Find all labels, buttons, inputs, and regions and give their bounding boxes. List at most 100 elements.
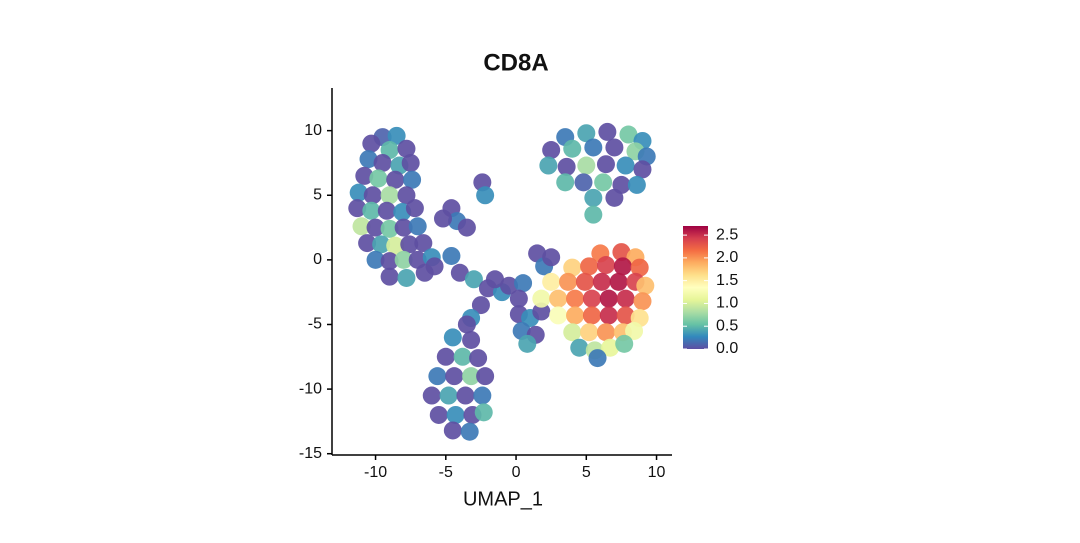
point bbox=[615, 334, 634, 353]
point bbox=[442, 246, 461, 265]
colorbar-tick-label: 0.5 bbox=[716, 317, 738, 334]
point bbox=[599, 306, 618, 325]
x-tick-label: -10 bbox=[364, 464, 387, 481]
point bbox=[542, 272, 561, 291]
point bbox=[397, 139, 416, 158]
point bbox=[446, 405, 465, 424]
point bbox=[500, 276, 519, 295]
point bbox=[596, 155, 615, 174]
point bbox=[574, 173, 593, 192]
point bbox=[403, 170, 422, 189]
y-tick-label: -10 bbox=[299, 380, 322, 397]
point bbox=[633, 292, 652, 311]
point bbox=[588, 349, 607, 368]
point bbox=[598, 122, 617, 141]
point bbox=[366, 218, 385, 237]
colorbar-tick-label: 1.0 bbox=[716, 295, 738, 312]
point bbox=[453, 347, 472, 366]
point bbox=[485, 270, 504, 289]
x-tick-label: 10 bbox=[648, 464, 666, 481]
point bbox=[349, 183, 368, 202]
point bbox=[355, 166, 374, 185]
point bbox=[476, 367, 495, 386]
point bbox=[549, 306, 568, 325]
point bbox=[582, 289, 601, 308]
point bbox=[509, 289, 528, 308]
point bbox=[542, 248, 561, 267]
point bbox=[601, 338, 620, 357]
point bbox=[397, 186, 416, 205]
point bbox=[473, 386, 492, 405]
point bbox=[518, 334, 537, 353]
point bbox=[627, 175, 646, 194]
point bbox=[373, 153, 392, 172]
point bbox=[433, 209, 452, 228]
point bbox=[414, 234, 433, 253]
point bbox=[377, 201, 396, 220]
point bbox=[387, 126, 406, 145]
point bbox=[397, 268, 416, 287]
point bbox=[577, 156, 596, 175]
point bbox=[408, 217, 427, 236]
point bbox=[429, 405, 448, 424]
point bbox=[380, 252, 399, 271]
point bbox=[605, 188, 624, 207]
point bbox=[386, 170, 405, 189]
point bbox=[445, 367, 464, 386]
point bbox=[563, 139, 582, 158]
point bbox=[366, 250, 385, 269]
point bbox=[630, 258, 649, 277]
point bbox=[457, 218, 476, 237]
point bbox=[362, 201, 381, 220]
point bbox=[359, 150, 378, 169]
point bbox=[443, 328, 462, 347]
point bbox=[469, 349, 488, 368]
point bbox=[594, 173, 613, 192]
point bbox=[386, 236, 405, 255]
point bbox=[457, 315, 476, 334]
point bbox=[348, 199, 367, 218]
colorbar-tick-label: 2.0 bbox=[716, 249, 738, 266]
point bbox=[422, 386, 441, 405]
x-tick-label: 5 bbox=[582, 464, 591, 481]
x-axis-label: UMAP_1 bbox=[463, 488, 543, 510]
point bbox=[456, 386, 475, 405]
y-tick-label: -5 bbox=[308, 316, 322, 333]
x-tick-label: -5 bbox=[439, 464, 453, 481]
point bbox=[584, 205, 603, 224]
point bbox=[605, 138, 624, 157]
point bbox=[462, 330, 481, 349]
y-tick-label: -15 bbox=[299, 445, 322, 462]
point bbox=[609, 272, 628, 291]
point bbox=[613, 257, 632, 276]
y-tick-label: 5 bbox=[313, 186, 322, 203]
point bbox=[575, 272, 594, 291]
point bbox=[394, 250, 413, 269]
point bbox=[542, 141, 561, 160]
point bbox=[401, 153, 420, 172]
point bbox=[514, 274, 533, 293]
point bbox=[532, 289, 551, 308]
point bbox=[557, 157, 576, 176]
colorbar-tick-label: 0.0 bbox=[716, 340, 738, 357]
point bbox=[563, 323, 582, 342]
point bbox=[559, 272, 578, 291]
point bbox=[625, 321, 644, 340]
point bbox=[352, 217, 371, 236]
point bbox=[596, 323, 615, 342]
point bbox=[633, 160, 652, 179]
point bbox=[584, 188, 603, 207]
colorbar-tick-label: 1.5 bbox=[716, 272, 738, 289]
colorbar bbox=[683, 226, 708, 349]
point bbox=[362, 134, 381, 153]
point bbox=[616, 306, 635, 325]
point bbox=[566, 306, 585, 325]
point bbox=[476, 186, 495, 205]
colorbar-tick-label: 2.5 bbox=[716, 226, 738, 243]
point bbox=[471, 296, 490, 315]
point bbox=[563, 258, 582, 277]
point bbox=[443, 421, 462, 440]
point bbox=[394, 218, 413, 237]
point bbox=[428, 367, 447, 386]
